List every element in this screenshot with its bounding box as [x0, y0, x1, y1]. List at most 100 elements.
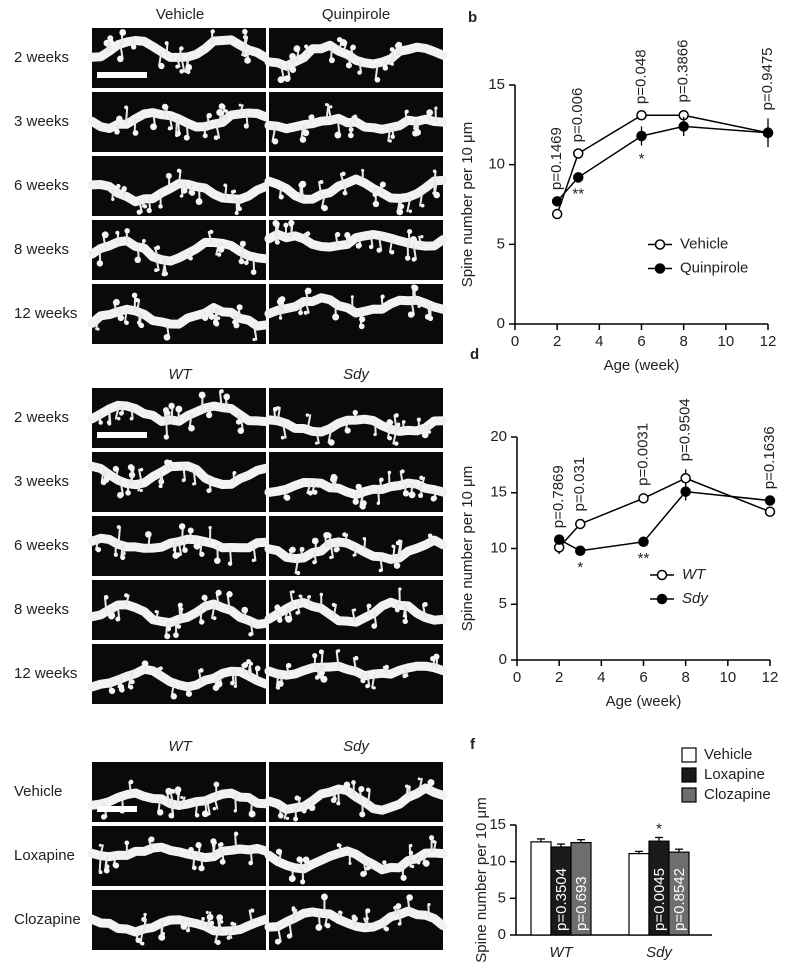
spine-head: [373, 192, 378, 197]
x-tick-label: 4: [597, 669, 605, 686]
spine-head: [251, 269, 257, 275]
series-line: [557, 126, 768, 201]
spine-head: [428, 533, 433, 538]
spine-head: [298, 310, 303, 315]
spine-head: [312, 538, 319, 545]
spine-head: [321, 893, 328, 900]
bar: [531, 842, 551, 935]
spine-head: [315, 924, 322, 931]
spine-head: [290, 66, 297, 73]
spine-head: [117, 56, 124, 63]
spine-head: [232, 189, 236, 193]
spine-head: [426, 109, 433, 116]
spine-head: [352, 914, 356, 918]
spine-head: [375, 77, 381, 83]
spine-head: [360, 504, 366, 510]
marker: [555, 535, 564, 544]
spine-head: [97, 328, 100, 331]
spine-head: [395, 608, 399, 612]
spine-head: [396, 423, 400, 427]
spine-head: [433, 170, 436, 173]
spine-head: [234, 685, 237, 688]
spine-head: [226, 591, 232, 597]
spine-head: [353, 608, 356, 611]
y-tick-label: 10: [488, 156, 505, 173]
marker: [576, 519, 585, 528]
spine-head: [296, 856, 302, 862]
spine-head: [275, 240, 280, 245]
row-label: Vehicle: [14, 783, 62, 800]
spine-head: [286, 617, 290, 621]
spine-head: [168, 813, 174, 819]
spine-head: [164, 434, 169, 439]
spine: [435, 171, 436, 183]
spine-head: [230, 681, 235, 686]
spine-head: [396, 541, 401, 546]
spine-head: [188, 528, 194, 534]
spine-head: [219, 842, 224, 847]
panel-letter: d: [470, 346, 479, 363]
spine-head: [373, 201, 379, 207]
spine-head: [391, 545, 394, 548]
spine-head: [377, 502, 380, 505]
spine-head: [130, 468, 133, 471]
x-tick-label: WT: [549, 944, 574, 961]
spine-head: [419, 476, 423, 480]
spine-head: [359, 316, 365, 322]
spine-head: [406, 894, 413, 901]
spine-head: [366, 788, 370, 792]
spine: [235, 671, 236, 686]
spine-head: [429, 835, 434, 840]
panel-letter: b: [468, 9, 477, 26]
spine-head: [306, 413, 309, 416]
x-tick-label: 8: [679, 333, 687, 350]
spine-head: [394, 562, 400, 568]
spine-head: [275, 604, 280, 609]
series-line: [559, 492, 770, 551]
x-tick-label: 8: [681, 669, 689, 686]
spine-head: [130, 417, 133, 420]
p-value: p=0.006: [569, 88, 586, 143]
spine-head: [237, 304, 243, 310]
spine-head: [124, 593, 128, 597]
spine-head: [428, 779, 435, 786]
spine-head: [184, 135, 190, 141]
x-axis-label: Age (week): [604, 357, 680, 374]
significance: *: [577, 559, 583, 576]
spine-head: [158, 63, 164, 69]
spine-head: [113, 299, 120, 306]
spine-head: [137, 210, 142, 215]
spine-head: [320, 593, 323, 596]
spine-head: [404, 615, 407, 618]
spine-head: [168, 403, 174, 409]
spine-head: [116, 116, 123, 123]
spine-head: [194, 543, 200, 549]
spine-head: [365, 908, 370, 913]
spine-head: [305, 231, 310, 236]
spine-head: [255, 666, 261, 672]
spine-head: [299, 181, 306, 188]
spine-head: [178, 603, 183, 608]
spine-head: [171, 789, 176, 794]
spine-head: [244, 57, 251, 64]
spine-head: [303, 856, 310, 863]
x-axis-label: Age (week): [606, 693, 682, 710]
spine-head: [384, 927, 389, 932]
spine-head: [338, 911, 342, 915]
spine-head: [117, 417, 121, 421]
spine-head: [242, 662, 248, 668]
spine-head: [238, 427, 245, 434]
row-label: 2 weeks: [14, 409, 69, 426]
spine-head: [96, 547, 101, 552]
spine-head: [186, 64, 193, 71]
spine-head: [117, 525, 121, 529]
legend-marker: [658, 571, 667, 580]
row-label: 6 weeks: [14, 537, 69, 554]
spine-head: [188, 847, 194, 853]
legend-label: WT: [682, 566, 707, 583]
legend-label: Loxapine: [704, 766, 765, 783]
spine-head: [351, 295, 354, 298]
spine-head: [309, 804, 316, 811]
spine-head: [294, 45, 301, 52]
spine-head: [186, 70, 190, 74]
